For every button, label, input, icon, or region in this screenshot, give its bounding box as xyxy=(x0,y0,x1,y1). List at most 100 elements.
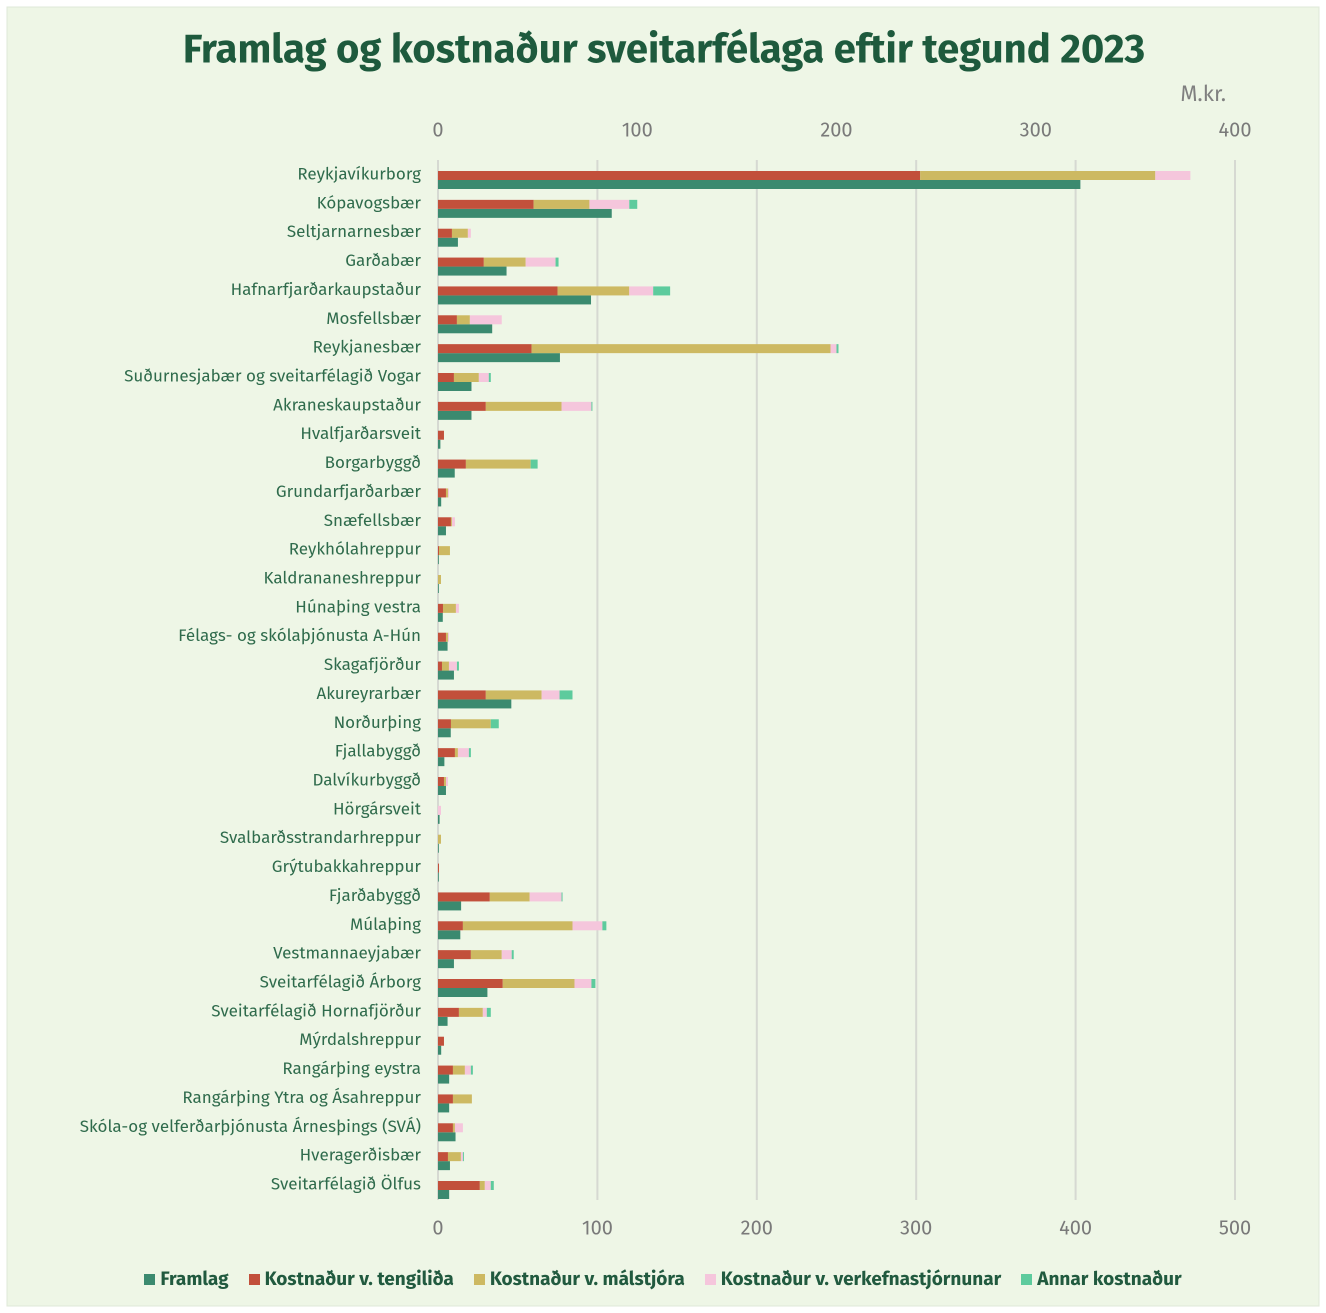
y-tick-label: Sveitarfélagið Hornafjörður xyxy=(211,1000,421,1021)
bar-segment xyxy=(478,373,489,382)
bar xyxy=(438,1045,442,1055)
bar xyxy=(438,324,493,334)
bar-segment xyxy=(530,459,538,469)
bar xyxy=(438,786,446,795)
bar-segment xyxy=(438,661,442,671)
bar xyxy=(438,1190,450,1199)
bar-segment xyxy=(438,1036,444,1046)
bar-segment xyxy=(438,373,454,382)
bar xyxy=(438,353,560,363)
bar-segment xyxy=(438,517,451,527)
y-tick-label: Hafnarfjarðarkaupstaður xyxy=(231,279,422,300)
legend-swatch xyxy=(248,1274,260,1285)
bar-segment xyxy=(447,632,449,642)
bar-segment xyxy=(529,892,562,902)
bar-segment xyxy=(501,950,512,960)
bar-segment xyxy=(482,1007,487,1017)
legend-swatch xyxy=(704,1274,716,1285)
chart-title: Framlag og kostnaður sveitarfélaga eftir… xyxy=(183,26,1145,74)
y-tick-label: Kópavogsbær xyxy=(317,192,422,213)
bar-segment xyxy=(438,719,451,729)
y-tick-label: Félags- og skólaþjónusta A-Hún xyxy=(178,625,421,646)
bar xyxy=(438,468,455,478)
y-tick-label: Akureyrarbær xyxy=(316,683,421,704)
bar xyxy=(438,382,472,391)
bar-segment xyxy=(557,286,630,296)
legend-swatch xyxy=(473,1274,485,1285)
bar-segment xyxy=(438,979,503,988)
bar-segment xyxy=(438,344,532,354)
bar xyxy=(438,584,439,593)
x-tick-label: 100 xyxy=(582,1216,613,1240)
y-tick-label: Norðurþing xyxy=(334,712,422,733)
y-tick-label: Skóla-og velferðarþjónusta Árnesþings (S… xyxy=(80,1116,421,1137)
bar-segment xyxy=(470,950,502,960)
bar xyxy=(438,1103,450,1113)
y-tick-label: Vestmannaeyjabær xyxy=(273,943,421,964)
bar-segment xyxy=(591,979,596,988)
bar-segment xyxy=(836,344,839,354)
bar xyxy=(438,901,462,911)
bar xyxy=(438,930,461,940)
bar-segment xyxy=(438,1181,480,1190)
bar-segment xyxy=(462,1152,464,1162)
y-tick-label: Grundarfjarðarbær xyxy=(276,481,422,502)
x-tick-label: 300 xyxy=(900,1216,932,1240)
bar-segment xyxy=(447,1152,461,1162)
bar xyxy=(438,670,454,680)
bar xyxy=(438,555,439,565)
axis-unit: M.kr. xyxy=(1180,80,1226,107)
y-tick-label: Mosfellsbær xyxy=(326,308,421,329)
bar-segment xyxy=(629,199,638,209)
bar-segment xyxy=(438,546,439,556)
bar-segment xyxy=(541,690,560,700)
bar-segment xyxy=(438,863,439,873)
bar xyxy=(438,1074,450,1084)
bar-segment xyxy=(502,979,575,988)
bar-segment xyxy=(454,748,458,758)
y-tick-label: Fjarðabyggð xyxy=(329,885,421,906)
bar xyxy=(438,1161,450,1171)
y-tick-label: Svalbarðsstrandarhreppur xyxy=(220,827,422,848)
bar xyxy=(438,814,440,824)
bar-segment xyxy=(484,1181,491,1190)
y-tick-label: Grýtubakkahreppur xyxy=(272,856,422,877)
x2-tick-label: 400 xyxy=(1219,118,1252,142)
bar-segment xyxy=(629,286,654,296)
y-tick-label: Snæfellsbær xyxy=(324,510,422,531)
y-tick-label: Suðurnesjabær og sveitarfélagið Vogar xyxy=(124,365,421,386)
bar-segment xyxy=(453,373,479,382)
bar-segment xyxy=(438,632,446,642)
x-tick-label: 400 xyxy=(1059,1216,1092,1240)
bar-segment xyxy=(462,921,573,931)
bar-segment xyxy=(441,661,449,671)
bar-segment xyxy=(438,488,446,498)
bar xyxy=(438,959,454,969)
bar-segment xyxy=(438,921,463,931)
bar-segment xyxy=(445,632,448,642)
bar-segment xyxy=(442,603,456,613)
bar-segment xyxy=(443,777,446,786)
legend-label: Framlag xyxy=(160,1268,229,1291)
bar-segment xyxy=(438,199,534,209)
bar-segment xyxy=(438,1065,453,1075)
bar-segment xyxy=(438,228,452,238)
bar-segment xyxy=(445,777,448,786)
y-tick-label: Hvalfjarðarsveit xyxy=(300,423,422,444)
y-tick-label: Rangárþing eystra xyxy=(282,1058,421,1079)
legend-item: Kostnaður v. tengiliða xyxy=(248,1268,454,1291)
x-tick-label: 500 xyxy=(1219,1216,1251,1240)
bar-segment xyxy=(525,257,556,267)
bar xyxy=(438,988,488,997)
bar-segment xyxy=(468,748,471,758)
bar xyxy=(438,266,507,276)
x2-tick-label: 200 xyxy=(820,118,852,142)
y-tick-label: Borgarbyggð xyxy=(325,452,421,473)
bar-segment xyxy=(511,950,514,960)
bar-segment xyxy=(438,459,466,469)
y-tick-label: Garðabær xyxy=(345,250,421,271)
y-tick-label: Seltjarnarnesbær xyxy=(287,221,422,242)
bar xyxy=(438,497,442,507)
bar-segment xyxy=(533,199,590,209)
bar-segment xyxy=(438,546,450,556)
